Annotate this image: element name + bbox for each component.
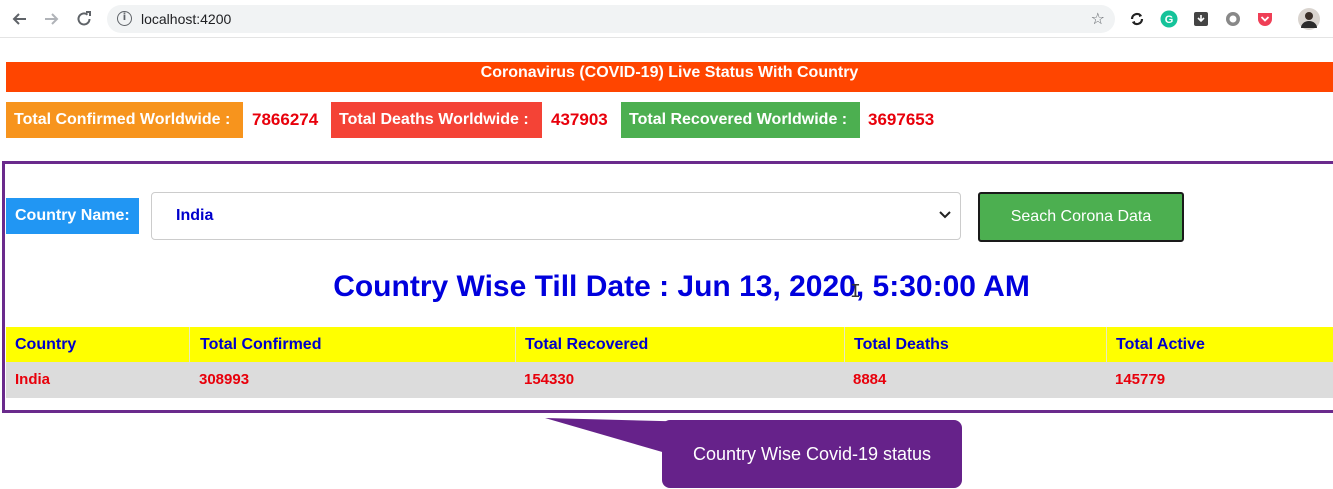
header-total-active: Total Active: [1116, 336, 1205, 353]
table-header-row: Country Total Confirmed Total Recovered …: [6, 327, 1333, 362]
reload-icon[interactable]: [72, 7, 96, 31]
page-banner: Coronavirus (COVID-19) Live Status With …: [6, 62, 1333, 92]
confirmed-worldwide-label: Total Confirmed Worldwide :: [6, 102, 243, 138]
sync-extension-icon[interactable]: [1128, 10, 1146, 28]
forward-icon[interactable]: [40, 7, 64, 31]
header-total-deaths: Total Deaths: [845, 327, 1107, 362]
header-country: Country: [6, 327, 190, 362]
deaths-worldwide-label: Total Deaths Worldwide :: [331, 102, 542, 138]
cell-country: India: [15, 371, 51, 388]
back-icon[interactable]: [7, 7, 31, 31]
confirmed-worldwide-value: 7866274: [252, 110, 319, 129]
text-cursor-icon: I: [850, 281, 861, 302]
search-corona-data-button[interactable]: Seach Corona Data: [978, 192, 1184, 242]
annotation-callout: Country Wise Covid-19 status: [662, 420, 962, 488]
selected-country[interactable]: India: [176, 207, 214, 224]
header-total-recovered: Total Recovered: [516, 327, 845, 362]
cell-total-deaths: 8884: [853, 371, 887, 388]
table-row: India 308993 154330 8884 145779: [6, 362, 1333, 398]
svg-text:G: G: [1165, 14, 1174, 26]
recovered-worldwide-value: 3697653: [868, 110, 935, 129]
download-extension-icon[interactable]: [1192, 10, 1210, 28]
grammarly-icon[interactable]: G: [1160, 10, 1178, 28]
bookmark-star-icon[interactable]: ☆: [1090, 9, 1105, 28]
country-select[interactable]: India: [151, 192, 961, 240]
deaths-worldwide-value: 437903: [551, 110, 608, 129]
browser-toolbar: i localhost:4200 ☆ G: [0, 0, 1333, 38]
pocket-icon[interactable]: [1256, 10, 1274, 28]
country-panel: [2, 161, 1333, 413]
url-text[interactable]: localhost:4200: [141, 11, 232, 27]
cell-total-confirmed: 308993: [199, 371, 250, 388]
cell-total-active: 145779: [1115, 371, 1166, 388]
cell-total-recovered: 154330: [524, 371, 575, 388]
avatar[interactable]: [1298, 8, 1320, 30]
info-icon[interactable]: i: [117, 11, 132, 26]
country-name-label: Country Name:: [6, 198, 139, 234]
till-date-heading: Country Wise Till Date : Jun 13, 2020, 5…: [333, 270, 1030, 303]
recovered-worldwide-label: Total Recovered Worldwide :: [621, 102, 860, 138]
header-total-confirmed: Total Confirmed: [191, 327, 516, 362]
chevron-down-icon[interactable]: [938, 207, 952, 221]
record-extension-icon[interactable]: [1224, 10, 1242, 28]
address-bar[interactable]: i localhost:4200 ☆: [107, 5, 1115, 33]
